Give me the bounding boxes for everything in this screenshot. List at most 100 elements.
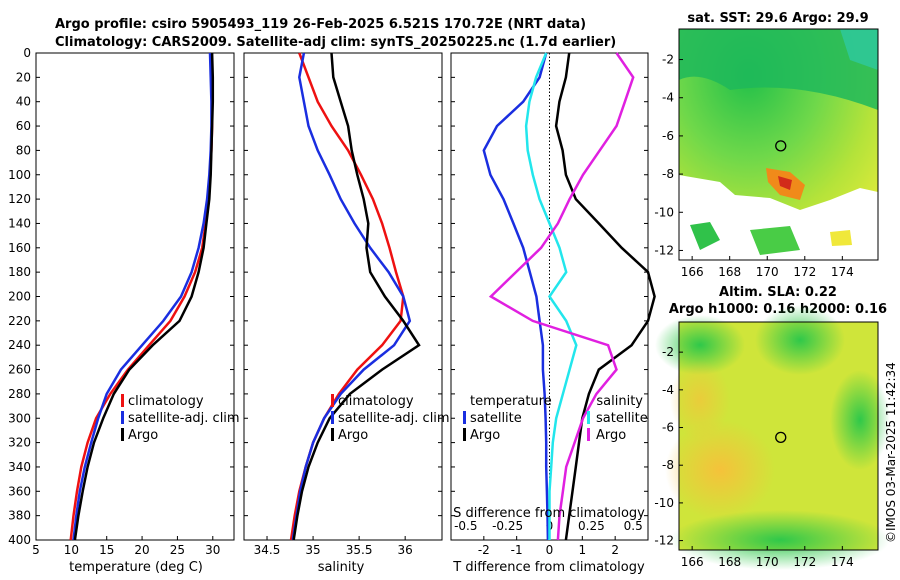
sst-map-frame xyxy=(678,28,879,261)
difference-panel: -2 -1 0 1 2-0.5 -0.25 0 0.25 0.5 xyxy=(450,52,656,557)
map-x-tick-label: 170 xyxy=(756,555,779,569)
legend-swatch-climatology xyxy=(121,394,124,407)
argo-location-marker xyxy=(775,140,787,152)
legend-swatch-t-satellite xyxy=(463,411,466,424)
map-tick-labels: 166 168 170 172 174 -2 -4 -6 -8 -10 -12 166 168 170 17… xyxy=(654,53,853,569)
sst-hot-patch xyxy=(778,176,792,190)
legend-swatch-climatology xyxy=(331,394,334,407)
legend-s-satellite: satellite xyxy=(596,411,648,426)
temperature-panel: 5 10 15 20 25 30 xyxy=(32,52,235,557)
legend-swatch-t-argo xyxy=(463,428,466,441)
depth-tick-label: 0 xyxy=(23,46,31,60)
map-y-tick-label: -4 xyxy=(662,91,674,105)
legend-title-temperature: temperature xyxy=(470,394,552,409)
legend-t-argo: Argo xyxy=(470,428,500,443)
x-tick-label: 30 xyxy=(205,543,220,557)
sst-map-title: sat. SST: 29.6 Argo: 29.9 xyxy=(687,11,868,26)
map-x-tick-label: 168 xyxy=(718,265,741,279)
series-line-Argo xyxy=(73,52,215,541)
x-tick-label: 2 xyxy=(611,543,619,557)
map-y-tick-label: -8 xyxy=(662,167,674,181)
copyright: ©IMOS 03-Mar-2025 11:42:34 xyxy=(884,362,898,543)
difference-legend: temperature satellite Argo salinity sate… xyxy=(463,394,648,443)
tdiff-xlabel: T difference from climatology xyxy=(452,560,645,575)
depth-tick-label: 140 xyxy=(8,216,31,230)
legend-swatch-s-satellite xyxy=(587,411,590,424)
depth-tick-label: 120 xyxy=(8,192,31,206)
depth-tick-label: 200 xyxy=(8,290,31,304)
sst-patch xyxy=(750,226,800,255)
map-x-tick-label: 166 xyxy=(681,555,704,569)
legend-swatch-satellite xyxy=(121,411,124,424)
sla-high xyxy=(670,360,730,440)
map-y-tick-label: -6 xyxy=(662,421,674,435)
legend-swatch-argo xyxy=(331,428,334,441)
series-line-satellite-adj-clim xyxy=(291,52,412,541)
depth-tick-label: 380 xyxy=(8,509,31,523)
depth-tick-labels: 0 20 40 60 80 100 120 140 160 180 200 220 240 260 280 3… xyxy=(8,46,31,547)
sla-map-title-1: Altim. SLA: 0.22 xyxy=(719,285,837,300)
depth-tick-label: 160 xyxy=(8,241,31,255)
x-tick-label: 25 xyxy=(170,543,185,557)
series-line-Argo xyxy=(292,52,421,541)
legend-climatology: climatology xyxy=(338,394,414,409)
sst-missing-data xyxy=(679,175,878,260)
legend-swatch-satellite xyxy=(331,411,334,424)
x-tick-label: 35.5 xyxy=(346,543,373,557)
map-x-tick-label: 174 xyxy=(831,555,854,569)
legend-satellite: satellite-adj. clim xyxy=(128,411,240,426)
argo-location-marker xyxy=(775,431,787,443)
x-tick-label: 20 xyxy=(134,543,149,557)
legend-argo: Argo xyxy=(338,428,368,443)
map-y-tick-label: -10 xyxy=(654,205,674,219)
map-y-tick-label: -12 xyxy=(654,243,674,257)
map-x-tick-label: 172 xyxy=(793,555,816,569)
depth-tick-label: 80 xyxy=(16,143,31,157)
sst-patch xyxy=(690,222,720,250)
temperature-xlabel: temperature (deg C) xyxy=(69,560,203,575)
x-tick-label: 10 xyxy=(64,543,79,557)
sla-low xyxy=(670,510,890,570)
x-tick-label: 34.5 xyxy=(254,543,281,557)
depth-tick-label: 240 xyxy=(8,338,31,352)
sla-map xyxy=(655,305,890,570)
map-y-tick-label: -2 xyxy=(662,53,674,67)
series-line-temperature-Argo xyxy=(554,52,656,541)
legend-title-salinity: salinity xyxy=(596,394,643,409)
legend-swatch-s-argo xyxy=(587,428,590,441)
map-x-tick-label: 168 xyxy=(718,555,741,569)
legend-satellite: satellite-adj. clim xyxy=(338,411,450,426)
depth-tick-label: 220 xyxy=(8,314,31,328)
title-line-1: Argo profile: csiro 5905493_119 26-Feb-2… xyxy=(55,17,586,32)
map-x-tick-label: 166 xyxy=(681,265,704,279)
plot-frame xyxy=(243,52,443,541)
legend-swatch-argo xyxy=(121,428,124,441)
sst-patch xyxy=(830,230,852,246)
salinity-panel: 34.5 35 35.5 36 xyxy=(243,52,443,557)
sla-low xyxy=(655,315,745,375)
depth-tick-label: 260 xyxy=(8,363,31,377)
sla-low xyxy=(755,305,845,375)
x-tick-label: 15 xyxy=(99,543,114,557)
map-x-tick-label: 172 xyxy=(793,265,816,279)
sst-map xyxy=(678,28,879,261)
map-y-tick-label: -8 xyxy=(662,458,674,472)
series-line-temperature-satellite xyxy=(482,52,550,541)
x-tick-label: 0 xyxy=(546,543,554,557)
map-y-tick-label: -2 xyxy=(662,345,674,359)
depth-tick-label: 360 xyxy=(8,484,31,498)
series-line-salinity-Argo xyxy=(488,52,635,541)
depth-tick-label: 340 xyxy=(8,460,31,474)
map-y-tick-label: -6 xyxy=(662,129,674,143)
s-tick-label: -0.5 xyxy=(454,519,477,533)
map-y-tick-label: -10 xyxy=(654,496,674,510)
depth-tick-label: 400 xyxy=(8,533,31,547)
s-tick-label: 0.25 xyxy=(578,519,605,533)
map-y-tick-label: -4 xyxy=(662,383,674,397)
x-tick-label: -1 xyxy=(511,543,523,557)
legend-s-argo: Argo xyxy=(596,428,626,443)
sst-teal-region xyxy=(840,29,878,70)
salinity-xlabel: salinity xyxy=(318,560,365,575)
x-tick-label: 35 xyxy=(305,543,320,557)
